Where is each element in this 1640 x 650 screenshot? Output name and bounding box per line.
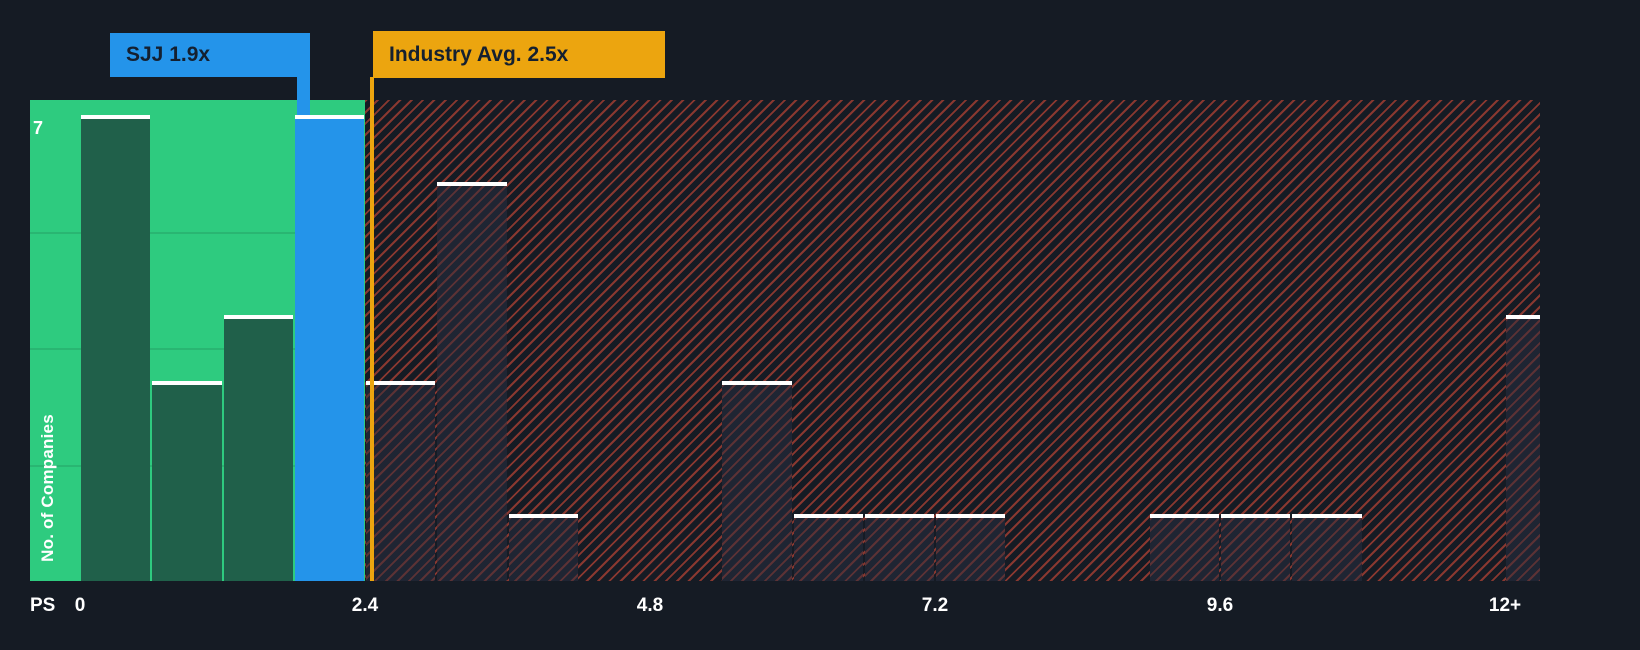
company-callout-stem xyxy=(297,77,310,115)
x-axis-tick-1: 2.4 xyxy=(351,595,379,616)
x-axis-tick-0: 0 xyxy=(74,595,86,616)
company-marker-callout: SJJ 1.9x xyxy=(110,33,310,77)
histogram-bar[interactable] xyxy=(152,381,222,581)
x-axis-tick-2: 4.8 xyxy=(636,595,664,616)
y-axis-title: No. of Companies xyxy=(38,414,57,562)
industry-average-callout: Industry Avg. 2.5x xyxy=(373,31,665,78)
histogram-bar[interactable] xyxy=(864,514,934,581)
industry-average-line xyxy=(370,77,374,581)
histogram-bar[interactable] xyxy=(1506,314,1540,581)
histogram-bar[interactable] xyxy=(223,314,293,581)
histogram-bar[interactable] xyxy=(1292,514,1362,581)
x-axis-tick-4: 9.6 xyxy=(1206,595,1234,616)
company-marker-label: SJJ 1.9x xyxy=(126,43,211,66)
x-axis-unit-label: PS xyxy=(30,595,56,616)
gridline xyxy=(30,232,365,234)
overvalued-hatched-zone xyxy=(365,100,1540,581)
histogram-bar[interactable] xyxy=(437,181,507,581)
company-bar[interactable] xyxy=(294,115,364,581)
x-axis-tick-3: 7.2 xyxy=(921,595,949,616)
histogram-bar[interactable] xyxy=(1149,514,1219,581)
histogram-bar[interactable] xyxy=(936,514,1006,581)
histogram-bar[interactable] xyxy=(81,115,151,581)
histogram-bar[interactable] xyxy=(793,514,863,581)
histogram-bar[interactable] xyxy=(508,514,578,581)
histogram-bar[interactable] xyxy=(366,381,436,581)
plot-area xyxy=(30,77,1540,581)
y-axis-max-label: 7 xyxy=(33,118,44,138)
industry-average-label: Industry Avg. 2.5x xyxy=(389,42,569,66)
x-axis-tick-5: 12+ xyxy=(1488,595,1522,616)
bars-layer xyxy=(81,115,1540,581)
histogram-bar[interactable] xyxy=(1221,514,1291,581)
histogram-bar[interactable] xyxy=(722,381,792,581)
gridline xyxy=(30,348,365,350)
